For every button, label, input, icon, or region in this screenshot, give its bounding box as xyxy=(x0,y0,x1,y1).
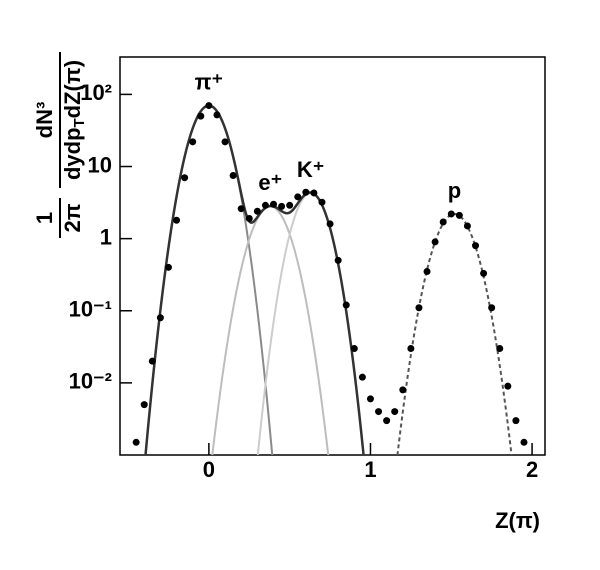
data-point xyxy=(181,174,189,182)
data-point xyxy=(407,344,415,352)
y-tick-label: 10 xyxy=(88,152,112,177)
y-label-part: dydpTdZ(π) xyxy=(60,60,88,180)
fit-label: π⁺ xyxy=(195,69,223,94)
data-point xyxy=(132,438,140,446)
data-point xyxy=(463,222,471,230)
data-point xyxy=(512,417,520,425)
data-point xyxy=(375,408,383,416)
plot-area xyxy=(132,102,528,455)
data-point xyxy=(480,269,488,277)
data-point xyxy=(455,211,463,219)
data-point xyxy=(213,111,221,119)
fit-label: p xyxy=(448,178,461,203)
data-point xyxy=(342,301,350,309)
data-point xyxy=(399,386,407,394)
data-point xyxy=(229,172,237,180)
data-point xyxy=(164,263,172,271)
data-point xyxy=(237,205,245,213)
data-point xyxy=(391,408,399,416)
y-label-part: dN³ xyxy=(32,102,57,139)
data-point xyxy=(326,220,334,228)
data-point xyxy=(431,238,439,246)
data-point xyxy=(173,216,181,224)
y-label-part: dZ(π) xyxy=(60,60,85,118)
data-point xyxy=(310,189,318,197)
data-point xyxy=(221,138,229,146)
data-point xyxy=(415,304,423,312)
y-label-part: 2π xyxy=(60,203,85,232)
data-point xyxy=(156,314,164,322)
y-axis-label: 1 2π dN³ dydpTdZ(π) xyxy=(32,52,88,238)
x-tick-label: 0 xyxy=(203,457,215,482)
data-point xyxy=(318,198,326,206)
data-point xyxy=(270,200,278,208)
data-point xyxy=(148,357,156,365)
y-tick-label: 1 xyxy=(100,224,112,249)
data-point xyxy=(261,201,269,209)
x-tick-label: 1 xyxy=(364,457,376,482)
data-point xyxy=(488,304,496,312)
y-tick-label: 10⁻² xyxy=(69,369,112,394)
data-point xyxy=(294,193,302,201)
data-point xyxy=(358,373,366,381)
data-point xyxy=(423,268,431,276)
data-point xyxy=(140,401,148,409)
data-point xyxy=(245,215,253,223)
y-label-part: T xyxy=(71,118,88,127)
data-point xyxy=(383,417,391,425)
fit-label: K⁺ xyxy=(297,157,325,182)
data-point xyxy=(253,207,261,215)
data-point xyxy=(197,112,205,120)
x-tick-label: 2 xyxy=(526,457,538,482)
data-point xyxy=(350,344,358,352)
y-label-part: 1 xyxy=(32,212,57,224)
x-axis-label: Z(π) xyxy=(495,508,540,533)
data-point xyxy=(334,256,342,264)
data-point xyxy=(520,438,528,446)
data-point xyxy=(205,102,213,110)
plot-frame xyxy=(119,56,546,456)
y-tick-label: 10⁻¹ xyxy=(69,297,112,322)
data-point xyxy=(439,218,447,226)
data-point xyxy=(286,201,294,209)
data-point xyxy=(302,188,310,196)
data-point xyxy=(189,138,197,146)
y-tick-label: 10² xyxy=(80,80,112,105)
data-point xyxy=(496,344,504,352)
data-point xyxy=(278,202,286,210)
data-point xyxy=(504,382,512,390)
data-point xyxy=(366,395,374,403)
data-point xyxy=(472,242,480,250)
y-label-part: dydp xyxy=(60,127,85,180)
data-point xyxy=(447,210,455,218)
fit-label: e⁺ xyxy=(258,170,282,195)
fit-curve xyxy=(396,212,513,455)
